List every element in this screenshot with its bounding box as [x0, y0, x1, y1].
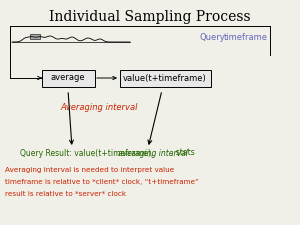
Text: , stats: , stats	[172, 148, 195, 157]
Text: Individual Sampling Process: Individual Sampling Process	[49, 10, 251, 24]
Text: Averaging interval is needed to interpret value: Averaging interval is needed to interpre…	[5, 167, 174, 173]
Text: Averaging interval: Averaging interval	[60, 104, 137, 112]
Bar	[30, 34, 40, 39]
Text: averaging interval: averaging interval	[118, 148, 188, 157]
Text: result is relative to *server* clock: result is relative to *server* clock	[5, 191, 126, 197]
FancyBboxPatch shape	[119, 70, 211, 86]
Text: timeframe is relative to *client* clock, “t+timeframe”: timeframe is relative to *client* clock,…	[5, 179, 199, 185]
Text: average: average	[51, 74, 85, 83]
Text: value(t+timeframe): value(t+timeframe)	[123, 74, 207, 83]
Text: Query Result: value(t+timeframe),: Query Result: value(t+timeframe),	[20, 148, 156, 157]
FancyBboxPatch shape	[41, 70, 94, 86]
Text: timeframe: timeframe	[224, 34, 268, 43]
Text: Query:: Query:	[200, 34, 228, 43]
